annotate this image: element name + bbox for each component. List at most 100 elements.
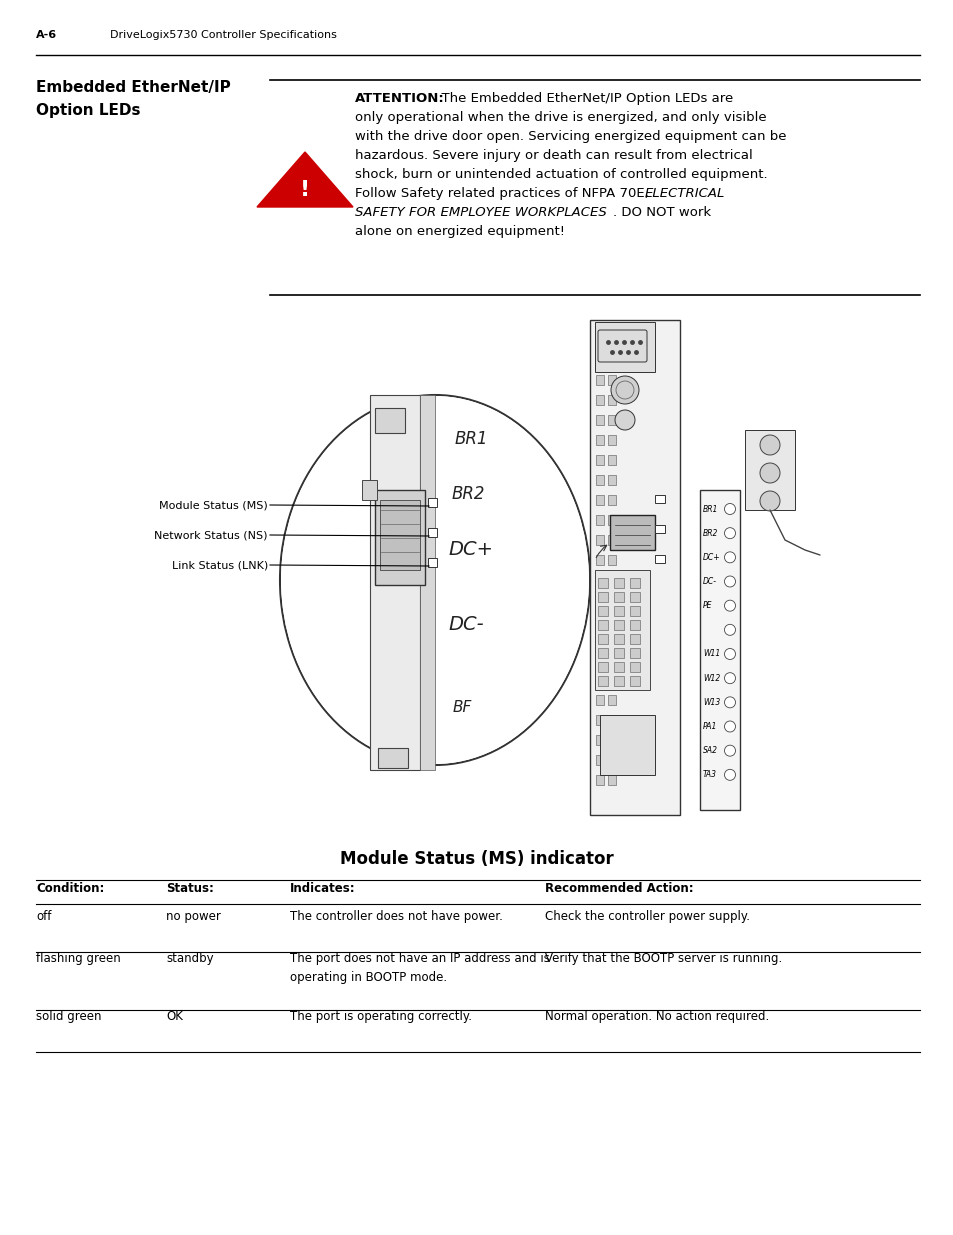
Circle shape (723, 673, 735, 684)
Text: BF: BF (453, 700, 472, 715)
Text: ELECTRICAL: ELECTRICAL (644, 186, 724, 200)
Circle shape (723, 721, 735, 732)
Text: DC-: DC- (448, 615, 483, 634)
Bar (607, 415, 616, 425)
Circle shape (760, 492, 780, 511)
Ellipse shape (281, 396, 588, 764)
Text: hazardous. Severe injury or death can result from electrical: hazardous. Severe injury or death can re… (355, 149, 752, 162)
Bar (428, 498, 436, 508)
Bar (607, 676, 616, 685)
Circle shape (723, 552, 735, 563)
Text: Network Status (NS): Network Status (NS) (154, 530, 268, 540)
Text: DC+: DC+ (448, 540, 493, 559)
Circle shape (760, 435, 780, 454)
Text: Option LEDs: Option LEDs (36, 103, 140, 119)
Bar (598, 662, 607, 672)
Text: SA2: SA2 (702, 746, 718, 755)
Circle shape (723, 625, 735, 635)
Bar (428, 558, 436, 567)
Text: The port does not have an IP address and is: The port does not have an IP address and… (290, 952, 549, 965)
Bar (614, 620, 623, 630)
Bar (607, 595, 616, 605)
Text: PA1: PA1 (702, 722, 717, 731)
Bar (629, 620, 639, 630)
Bar (607, 735, 616, 745)
Text: DC-: DC- (702, 577, 717, 585)
Bar (596, 435, 603, 445)
Bar (629, 648, 639, 658)
Bar (596, 495, 603, 505)
Bar (655, 525, 664, 534)
Text: DC+: DC+ (702, 553, 720, 562)
Text: Status:: Status: (166, 882, 213, 895)
Bar (614, 578, 623, 588)
Bar (596, 635, 603, 645)
Bar (629, 676, 639, 685)
Text: BR2: BR2 (702, 529, 718, 537)
Text: W12: W12 (702, 673, 720, 683)
Bar (607, 395, 616, 405)
Bar (596, 755, 603, 764)
Bar (375, 408, 405, 433)
Bar (595, 571, 649, 690)
Bar (607, 555, 616, 564)
Bar (614, 648, 623, 658)
Bar (596, 776, 603, 785)
Bar (596, 395, 603, 405)
Text: solid green: solid green (36, 1010, 101, 1023)
Circle shape (615, 410, 635, 430)
Bar (607, 475, 616, 485)
Text: BR2: BR2 (452, 485, 485, 503)
Text: Follow Safety related practices of NFPA 70E,: Follow Safety related practices of NFPA … (355, 186, 652, 200)
Bar (428, 529, 436, 537)
Bar (419, 395, 435, 769)
Bar (370, 395, 419, 769)
Text: Indicates:: Indicates: (290, 882, 355, 895)
Text: DriveLogix5730 Controller Specifications: DriveLogix5730 Controller Specifications (110, 30, 336, 40)
Bar (596, 655, 603, 664)
Bar (607, 715, 616, 725)
Bar (377, 748, 408, 768)
Text: . DO NOT work: . DO NOT work (613, 206, 710, 219)
Bar (609, 515, 655, 550)
Text: !: ! (299, 180, 310, 200)
Bar (614, 662, 623, 672)
Circle shape (723, 697, 735, 708)
Bar (598, 634, 607, 643)
Bar (614, 676, 623, 685)
Bar (596, 515, 603, 525)
Circle shape (723, 600, 735, 611)
Polygon shape (256, 152, 353, 207)
Bar (375, 490, 424, 585)
Text: SAFETY FOR EMPLOYEE WORKPLACES: SAFETY FOR EMPLOYEE WORKPLACES (355, 206, 606, 219)
Text: Module Status (MS): Module Status (MS) (159, 500, 268, 510)
Text: Check the controller power supply.: Check the controller power supply. (544, 910, 749, 923)
Text: Link Status (LNK): Link Status (LNK) (172, 559, 268, 571)
Circle shape (723, 745, 735, 756)
Bar (607, 495, 616, 505)
Bar (607, 635, 616, 645)
Bar (614, 592, 623, 601)
Bar (596, 454, 603, 466)
Text: BR1: BR1 (702, 505, 718, 514)
Text: with the drive door open. Servicing energized equipment can be: with the drive door open. Servicing ener… (355, 130, 785, 143)
Bar (629, 634, 639, 643)
Bar (700, 490, 740, 810)
Text: only operational when the drive is energized, and only visible: only operational when the drive is energ… (355, 111, 766, 124)
Bar (379, 500, 419, 571)
Bar (598, 676, 607, 685)
Bar (607, 695, 616, 705)
Circle shape (723, 504, 735, 515)
Bar (596, 695, 603, 705)
Circle shape (760, 463, 780, 483)
Bar (607, 615, 616, 625)
Text: flashing green: flashing green (36, 952, 121, 965)
Bar (596, 715, 603, 725)
Text: BR1: BR1 (455, 430, 488, 448)
Text: standby: standby (166, 952, 213, 965)
Bar (598, 592, 607, 601)
Text: PE: PE (702, 601, 712, 610)
Bar (598, 578, 607, 588)
Bar (598, 648, 607, 658)
Bar (607, 435, 616, 445)
